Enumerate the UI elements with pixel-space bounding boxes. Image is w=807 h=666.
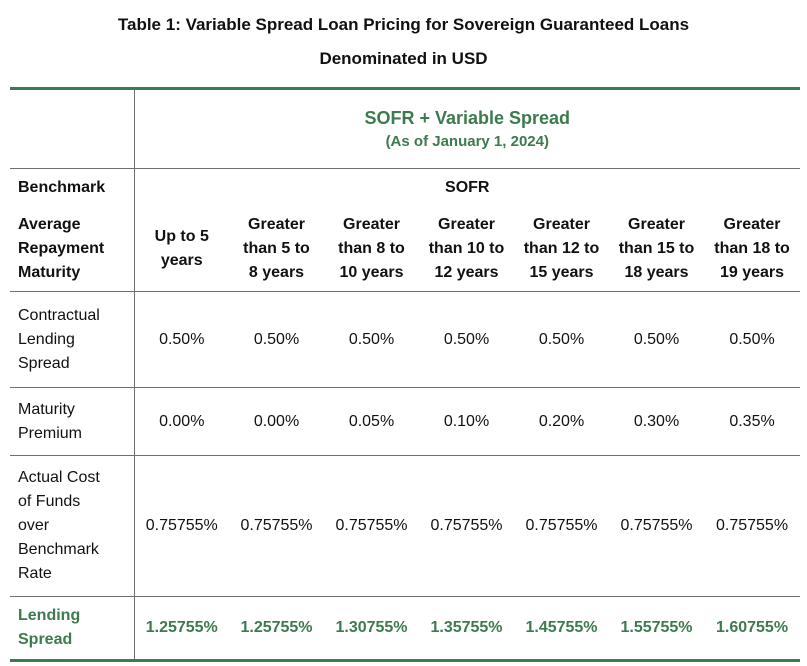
maturity-column-header-line: Greater <box>248 215 305 233</box>
header-empty-cell <box>10 87 135 169</box>
table-cell: 0.30% <box>609 387 704 456</box>
lending-spread-label-line: Lending <box>18 607 81 624</box>
lending-spread-cell: 1.45755% <box>514 596 609 662</box>
table-cell: 0.50% <box>609 291 704 388</box>
table-title: Table 1: Variable Spread Loan Pricing fo… <box>0 8 807 76</box>
maturity-label-line: Average <box>18 215 81 233</box>
benchmark-value: SOFR <box>445 178 490 196</box>
lending-spread-cell: 1.25755% <box>229 596 324 662</box>
maturity-label: Average Repayment Maturity <box>10 206 135 292</box>
table-cell: 0.35% <box>704 387 801 456</box>
maturity-column-header-line: Greater <box>628 215 685 233</box>
table-row: Contractual Lending Spread 0.50% 0.50% 0… <box>10 291 801 388</box>
lending-spread-row: Lending Spread 1.25755% 1.25755% 1.30755… <box>10 596 801 662</box>
maturity-column-header-line: 18 years <box>624 263 689 281</box>
maturity-header-row: Average Repayment Maturity Up to 5 years… <box>10 206 801 292</box>
maturity-column-header: Greater than 10 to 12 years <box>419 206 514 292</box>
row-label-line: Rate <box>18 565 52 582</box>
maturity-label-line: Repayment <box>18 239 105 257</box>
table-cell: 0.75755% <box>134 455 229 597</box>
sofr-header-title: SOFR + Variable Spread <box>364 108 571 128</box>
maturity-column-header-line: years <box>160 251 203 269</box>
table-cell: 0.75755% <box>609 455 704 597</box>
maturity-column-header: Greater than 12 to 15 years <box>514 206 609 292</box>
maturity-column-header: Greater than 5 to 8 years <box>229 206 324 292</box>
lending-spread-cell: 1.30755% <box>324 596 419 662</box>
maturity-label-line: Maturity <box>18 263 81 281</box>
row-label-line: Premium <box>18 424 83 442</box>
row-label-line: Contractual <box>18 306 100 324</box>
table-cell: 0.50% <box>324 291 419 388</box>
maturity-column-header-line: Greater <box>343 215 400 233</box>
row-label-line: Actual Cost <box>18 469 100 486</box>
maturity-column-header-line: Greater <box>723 215 781 233</box>
maturity-column-header-line: 15 years <box>529 263 594 281</box>
table-cell: 0.50% <box>704 291 801 388</box>
row-label-line: Lending <box>18 330 75 348</box>
table-title-line-1: Table 1: Variable Spread Loan Pricing fo… <box>117 15 690 34</box>
maturity-column-header-line: than 8 to <box>338 239 405 257</box>
table-cell: 0.20% <box>514 387 609 456</box>
maturity-column-header-line: than 15 to <box>618 239 695 257</box>
maturity-column-header-line: than 10 to <box>428 239 505 257</box>
table-cell: 0.75755% <box>514 455 609 597</box>
lending-spread-cell: 1.35755% <box>419 596 514 662</box>
sofr-header-subtitle: (As of January 1, 2024) <box>385 133 549 150</box>
row-label: Contractual Lending Spread <box>10 291 135 388</box>
table-cell: 0.75755% <box>229 455 324 597</box>
row-label-line: Maturity <box>18 400 75 418</box>
maturity-column-header: Greater than 8 to 10 years <box>324 206 419 292</box>
table-cell: 0.10% <box>419 387 514 456</box>
maturity-column-header-line: Greater <box>533 215 590 233</box>
maturity-column-header: Greater than 18 to 19 years <box>704 206 801 292</box>
table-cell: 0.50% <box>229 291 324 388</box>
maturity-column-header-line: Up to 5 <box>154 227 209 245</box>
table-cell: 0.50% <box>514 291 609 388</box>
table-cell: 0.75755% <box>419 455 514 597</box>
maturity-column-header-line: than 5 to <box>243 239 310 257</box>
lending-spread-label: Lending Spread <box>10 596 135 662</box>
maturity-column-header: Up to 5 years <box>134 206 229 292</box>
table-cell: 0.00% <box>229 387 324 456</box>
lending-spread-cell: 1.55755% <box>609 596 704 662</box>
table-cell: 0.00% <box>134 387 229 456</box>
table-cell: 0.50% <box>419 291 514 388</box>
row-label: Maturity Premium <box>10 387 135 456</box>
sofr-header-row: SOFR + Variable Spread (As of January 1,… <box>10 87 801 169</box>
maturity-column-header: Greater than 15 to 18 years <box>609 206 704 292</box>
pricing-table: SOFR + Variable Spread (As of January 1,… <box>10 87 801 662</box>
sofr-header-cell: SOFR + Variable Spread (As of January 1,… <box>134 87 801 169</box>
maturity-column-header-line: 8 years <box>248 263 305 281</box>
lending-spread-label-line: Spread <box>18 631 73 648</box>
table-cell: 0.75755% <box>704 455 801 597</box>
maturity-column-header-line: 10 years <box>339 263 404 281</box>
table-title-line-2: Denominated in USD <box>319 49 488 68</box>
benchmark-row: Benchmark SOFR <box>10 168 800 207</box>
table-cell: 0.05% <box>324 387 419 456</box>
table-cell: 0.50% <box>134 291 229 388</box>
maturity-column-header-line: 19 years <box>719 263 785 281</box>
row-label: Actual Cost of Funds over Benchmark Rate <box>10 455 135 597</box>
lending-spread-cell: 1.60755% <box>704 596 801 662</box>
table-cell: 0.75755% <box>324 455 419 597</box>
table-row: Actual Cost of Funds over Benchmark Rate… <box>10 455 801 597</box>
maturity-column-header-line: than 12 to <box>523 239 600 257</box>
row-label-line: Spread <box>18 354 70 372</box>
maturity-column-header-line: than 18 to <box>714 239 790 257</box>
maturity-column-header-line: 12 years <box>434 263 499 281</box>
row-label-line: over <box>18 517 50 534</box>
lending-spread-cell: 1.25755% <box>134 596 229 662</box>
maturity-column-header-line: Greater <box>438 215 495 233</box>
row-label-line: Benchmark <box>18 541 99 558</box>
row-label-line: of Funds <box>18 493 81 510</box>
benchmark-label: Benchmark <box>10 168 135 207</box>
table-row: Maturity Premium 0.00% 0.00% 0.05% 0.10%… <box>10 387 801 456</box>
